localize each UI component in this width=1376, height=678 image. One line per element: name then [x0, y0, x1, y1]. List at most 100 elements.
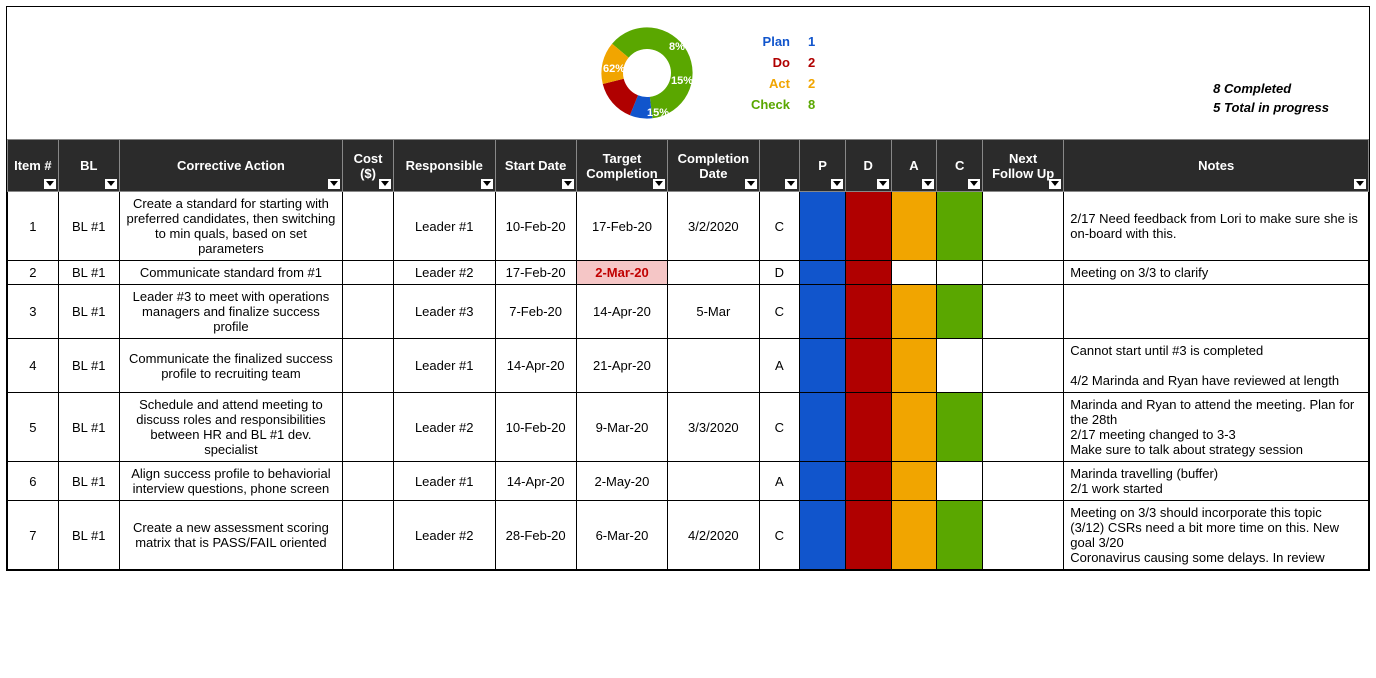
col-label: Cost ($)	[354, 151, 383, 181]
legend-label: Check	[735, 97, 790, 112]
col-status[interactable]	[759, 140, 800, 192]
filter-icon[interactable]	[745, 179, 757, 189]
cell	[343, 462, 394, 501]
col-p[interactable]: P	[800, 140, 846, 192]
col-label: BL	[80, 158, 97, 173]
cell: Align success profile to behaviorial int…	[119, 462, 342, 501]
pdca-cell	[891, 393, 937, 462]
col-item[interactable]: Item #	[8, 140, 59, 192]
in-progress-count: 5 Total in progress	[1213, 100, 1329, 115]
cell	[983, 501, 1064, 570]
legend-value: 2	[808, 55, 828, 70]
cell	[668, 261, 759, 285]
pdca-cell	[845, 393, 891, 462]
pdca-cell	[800, 285, 846, 339]
cell: Leader #3 to meet with operations manage…	[119, 285, 342, 339]
pdca-cell	[937, 462, 983, 501]
cell: Meeting on 3/3 to clarify	[1064, 261, 1369, 285]
col-label: Item #	[14, 158, 52, 173]
filter-icon[interactable]	[481, 179, 493, 189]
pdca-cell	[937, 339, 983, 393]
legend-value: 2	[808, 76, 828, 91]
cell: Leader #3	[393, 285, 495, 339]
cell	[983, 261, 1064, 285]
col-target[interactable]: Target Completion	[576, 140, 667, 192]
pdca-cell	[845, 285, 891, 339]
cell	[343, 285, 394, 339]
cell: BL #1	[58, 393, 119, 462]
filter-icon[interactable]	[785, 179, 797, 189]
pdca-cell	[891, 462, 937, 501]
cell	[668, 339, 759, 393]
cell: 7	[8, 501, 59, 570]
cell: Schedule and attend meeting to discuss r…	[119, 393, 342, 462]
filter-icon[interactable]	[328, 179, 340, 189]
filter-icon[interactable]	[562, 179, 574, 189]
filter-icon[interactable]	[379, 179, 391, 189]
filter-icon[interactable]	[1049, 179, 1061, 189]
filter-icon[interactable]	[968, 179, 980, 189]
pdca-cell	[800, 192, 846, 261]
legend-row: Plan1	[735, 34, 828, 49]
col-label: Target Completion	[586, 151, 658, 181]
cell: 2/17 Need feedback from Lori to make sur…	[1064, 192, 1369, 261]
pdca-cell	[800, 462, 846, 501]
col-comp[interactable]: Completion Date	[668, 140, 759, 192]
col-d[interactable]: D	[845, 140, 891, 192]
col-start[interactable]: Start Date	[495, 140, 576, 192]
col-cost[interactable]: Cost ($)	[343, 140, 394, 192]
col-label: Start Date	[505, 158, 566, 173]
pdca-cell	[845, 261, 891, 285]
col-follow[interactable]: Next Follow Up	[983, 140, 1064, 192]
cell: A	[759, 462, 800, 501]
cell: 4/2/2020	[668, 501, 759, 570]
col-c[interactable]: C	[937, 140, 983, 192]
legend-value: 1	[808, 34, 828, 49]
filter-icon[interactable]	[831, 179, 843, 189]
cell: Leader #1	[393, 192, 495, 261]
col-label: Responsible	[406, 158, 483, 173]
cell: 14-Apr-20	[495, 462, 576, 501]
col-action[interactable]: Corrective Action	[119, 140, 342, 192]
col-a[interactable]: A	[891, 140, 937, 192]
cell	[1064, 285, 1369, 339]
donut-slice-label: 15%	[647, 107, 669, 119]
cell: Create a new assessment scoring matrix t…	[119, 501, 342, 570]
pdca-cell	[891, 261, 937, 285]
cell: 2	[8, 261, 59, 285]
col-resp[interactable]: Responsible	[393, 140, 495, 192]
cell: Meeting on 3/3 should incorporate this t…	[1064, 501, 1369, 570]
cell	[983, 192, 1064, 261]
cell: Leader #2	[393, 501, 495, 570]
cell: C	[759, 393, 800, 462]
donut-slice-label: 62%	[603, 63, 625, 75]
cell: 10-Feb-20	[495, 393, 576, 462]
legend-value: 8	[808, 97, 828, 112]
filter-icon[interactable]	[44, 179, 56, 189]
filter-icon[interactable]	[1354, 179, 1366, 189]
pdca-cell	[937, 501, 983, 570]
pdca-cell	[800, 261, 846, 285]
cell: 5-Mar	[668, 285, 759, 339]
cell: BL #1	[58, 192, 119, 261]
legend-label: Act	[735, 76, 790, 91]
cell: 21-Apr-20	[576, 339, 667, 393]
col-bl[interactable]: BL	[58, 140, 119, 192]
col-notes[interactable]: Notes	[1064, 140, 1369, 192]
cell	[343, 501, 394, 570]
cell: 3/2/2020	[668, 192, 759, 261]
filter-icon[interactable]	[653, 179, 665, 189]
cell: Leader #1	[393, 462, 495, 501]
cell: Leader #2	[393, 393, 495, 462]
cell: 3/3/2020	[668, 393, 759, 462]
filter-icon[interactable]	[922, 179, 934, 189]
filter-icon[interactable]	[877, 179, 889, 189]
table-row: 3BL #1Leader #3 to meet with operations …	[8, 285, 1369, 339]
cell: BL #1	[58, 462, 119, 501]
legend-label: Do	[735, 55, 790, 70]
cell: 17-Feb-20	[576, 192, 667, 261]
filter-icon[interactable]	[105, 179, 117, 189]
cell: 2-Mar-20	[576, 261, 667, 285]
col-label: C	[955, 158, 964, 173]
pdca-cell	[891, 501, 937, 570]
